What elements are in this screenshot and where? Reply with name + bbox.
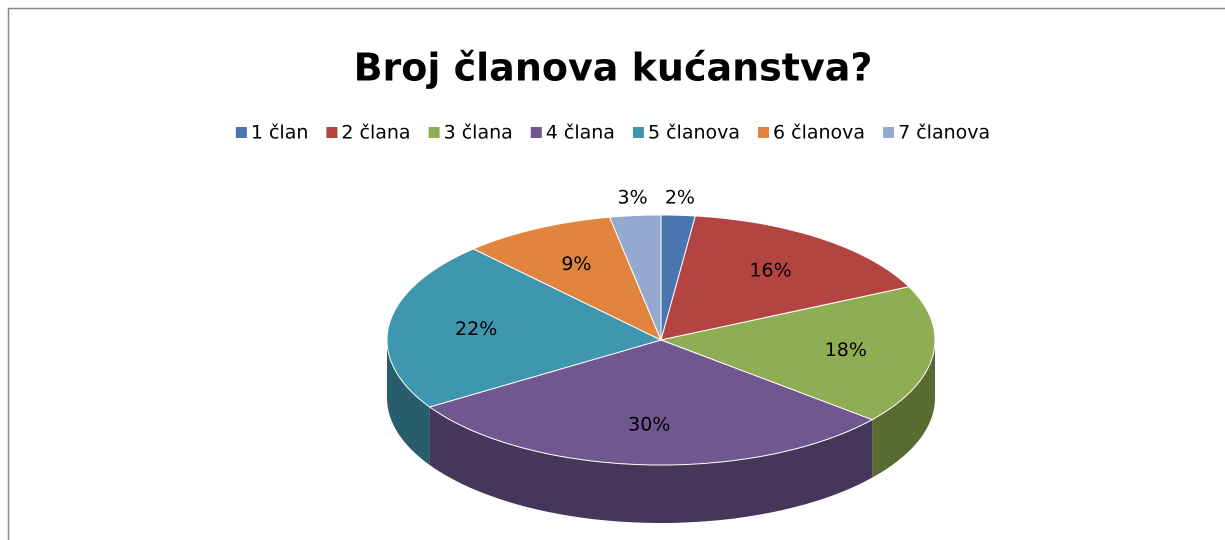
legend-swatch xyxy=(235,127,247,138)
pie-slice xyxy=(660,215,910,341)
legend-label: 3 člana xyxy=(444,122,513,144)
data-label: 22% xyxy=(455,318,497,340)
legend-label: 1 član xyxy=(251,122,309,144)
legend-swatch xyxy=(326,127,338,138)
legend-label: 5 članova xyxy=(648,122,740,144)
legend-label: 2 člana xyxy=(341,122,410,144)
data-label: 9% xyxy=(561,253,591,275)
pie-slice xyxy=(608,214,662,341)
data-label: 2% xyxy=(665,186,695,208)
data-label: 18% xyxy=(825,339,867,361)
pie-side xyxy=(872,340,935,478)
pie-tops xyxy=(386,214,936,466)
pie-slice xyxy=(659,286,936,421)
legend-swatch xyxy=(883,127,895,138)
legend-swatch xyxy=(428,127,440,138)
pie-slice xyxy=(472,216,662,342)
data-label: 16% xyxy=(749,260,791,282)
legend-swatch xyxy=(530,127,542,138)
legend-swatch xyxy=(632,127,644,138)
legend-label: 7 članova xyxy=(898,122,990,144)
legend-label: 6 članova xyxy=(773,122,865,144)
legend-label: 4 člana xyxy=(546,122,615,144)
legend-swatch xyxy=(758,127,770,138)
pie-side xyxy=(387,340,430,465)
chart-title: Broj članova kućanstva? xyxy=(354,46,873,90)
data-label: 3% xyxy=(618,187,648,209)
pie-slice xyxy=(386,248,663,408)
data-labels: 2% 16% 18% 30% 22% 9% 3% xyxy=(455,186,867,435)
pie-slice xyxy=(428,339,874,466)
data-label: 30% xyxy=(628,413,670,435)
legend: 1 član 2 člana 3 člana 4 člana 5 članova 6 čl… xyxy=(235,122,990,144)
